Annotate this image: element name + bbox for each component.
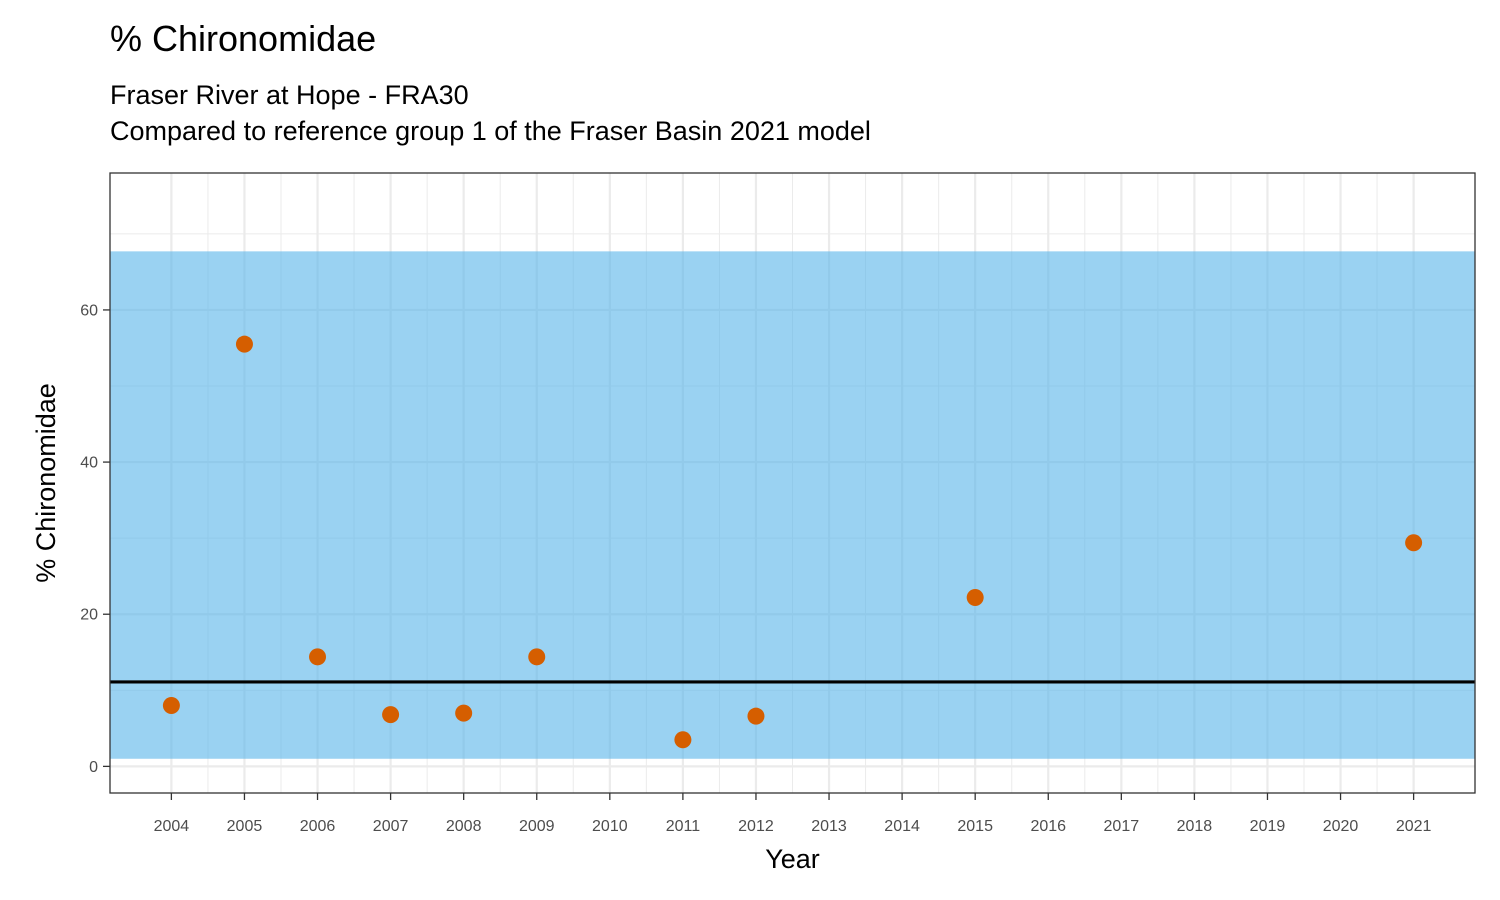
- y-tick-label: 0: [89, 759, 98, 776]
- plot-panel-border: [109, 172, 1476, 794]
- x-tick-label: 2020: [1323, 818, 1359, 835]
- data-point: [455, 704, 473, 722]
- reference-band-layer: [110, 251, 1475, 759]
- x-tick-label: 2016: [1030, 818, 1066, 835]
- y-axis: 0 20 40 60: [80, 302, 110, 776]
- x-tick-label: 2019: [1250, 818, 1286, 835]
- data-point: [966, 588, 984, 606]
- x-tick-label: 2006: [300, 818, 336, 835]
- x-tick-label: 2013: [811, 818, 847, 835]
- x-tick-label: 2015: [957, 818, 993, 835]
- data-points: [162, 335, 1423, 749]
- x-axis: 2004 2005 2006 2007 2008 2009 2010 2011 2012 2013…: [154, 793, 1432, 835]
- data-point: [382, 706, 400, 724]
- data-point: [235, 335, 253, 353]
- chart-subtitle-line-2: Compared to reference group 1 of the Fra…: [110, 116, 871, 146]
- x-tick-label: 2010: [592, 818, 628, 835]
- y-tick-label: 40: [80, 455, 98, 472]
- y-axis-title: % Chironomidae: [31, 383, 61, 583]
- data-point: [162, 697, 180, 715]
- x-tick-label: 2018: [1177, 818, 1213, 835]
- reference-band: [110, 251, 1475, 759]
- x-tick-label: 2011: [666, 818, 701, 835]
- data-point: [309, 648, 327, 666]
- data-point: [674, 731, 692, 749]
- x-tick-label: 2017: [1104, 818, 1140, 835]
- data-point: [528, 648, 546, 666]
- data-point: [747, 707, 765, 725]
- x-tick-label: 2005: [227, 818, 263, 835]
- data-point: [1405, 534, 1423, 552]
- x-tick-label: 2012: [738, 818, 774, 835]
- x-tick-label: 2009: [519, 818, 555, 835]
- x-axis-title: Year: [765, 844, 820, 874]
- x-tick-label: 2014: [884, 818, 920, 835]
- y-tick-label: 20: [80, 607, 98, 624]
- x-tick-label: 2021: [1396, 818, 1432, 835]
- chart-subtitle-line-1: Fraser River at Hope - FRA30: [110, 80, 469, 110]
- x-tick-label: 2004: [154, 818, 190, 835]
- x-tick-label: 2008: [446, 818, 482, 835]
- chart-title: % Chironomidae: [110, 18, 377, 59]
- y-tick-label: 60: [80, 302, 98, 319]
- x-tick-label: 2007: [373, 818, 409, 835]
